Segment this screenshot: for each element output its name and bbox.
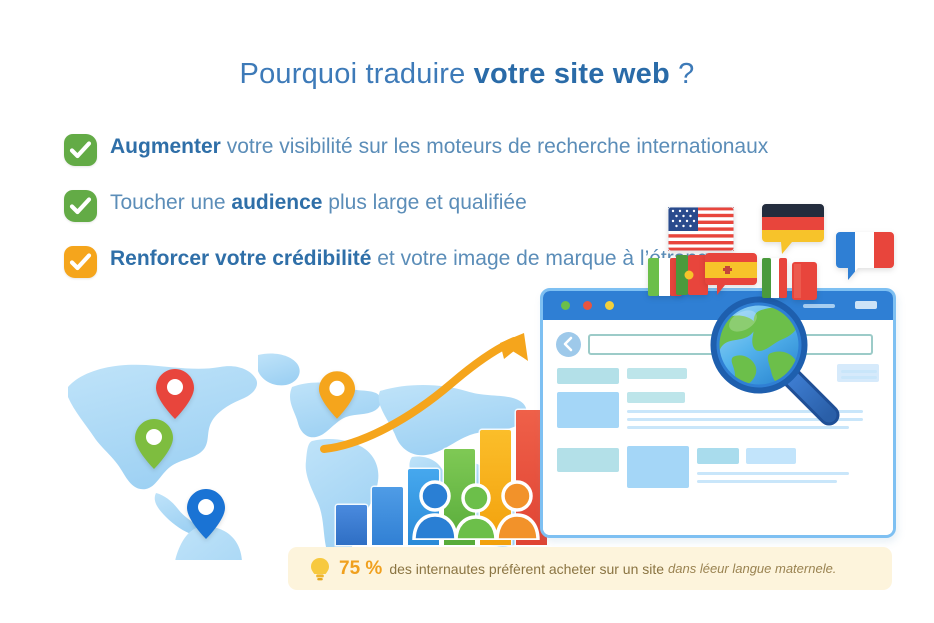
map-pin-blue	[186, 488, 226, 540]
content-block	[557, 368, 619, 384]
dot-yellow[interactable]	[605, 301, 614, 310]
bullet-2-pre: Toucher une	[110, 191, 232, 214]
content-line	[627, 410, 863, 413]
check-icon	[64, 190, 97, 222]
chevron-left-icon[interactable]	[556, 332, 581, 357]
flag-portugal	[676, 255, 708, 295]
bullet-1-bold: Augmenter	[110, 135, 221, 158]
map-pin-red	[155, 368, 195, 420]
content-line	[627, 418, 863, 421]
check-icon	[64, 246, 97, 278]
content-block	[697, 448, 739, 464]
list-item-label: Toucher une audience plus large et quali…	[110, 187, 527, 218]
stat-banner: 75 % des internautes préfèrent acheter s…	[288, 547, 892, 590]
bullet-1-rest: votre visibilité sur les moteurs de rech…	[220, 135, 769, 158]
title-part-3: ?	[669, 58, 695, 90]
list-item: Renforcer votre crédibilité et votre ima…	[64, 243, 784, 278]
list-item: Augmenter votre visibilité sur les moteu…	[64, 131, 784, 166]
people-group-icon	[412, 478, 542, 542]
flag-usa	[668, 207, 734, 251]
map-pin-green	[134, 418, 174, 470]
bullet-3-rest: et votre image de marque à l’étranger	[371, 247, 728, 270]
content-line	[697, 472, 849, 475]
content-line	[841, 376, 877, 379]
content-line	[697, 480, 837, 483]
stat-percentage: 75 %	[339, 557, 383, 579]
browser-content	[543, 320, 893, 535]
content-block	[627, 392, 685, 403]
content-block	[557, 392, 619, 428]
list-item-label: Renforcer votre crédibilité et votre ima…	[110, 243, 727, 274]
list-item: Toucher une audience plus large et quali…	[64, 187, 784, 222]
browser-window	[540, 288, 896, 538]
stat-text: des internautes préfèrent acheter sur un…	[389, 560, 665, 577]
page-title: Pourquoi traduire votre site web ?	[0, 58, 934, 91]
flag-red-plain	[792, 262, 817, 300]
lightbulb-icon	[310, 557, 330, 581]
titlebar-mark-block	[855, 301, 877, 309]
bullet-2-rest: plus large et qualifiée	[322, 191, 527, 214]
content-block	[837, 364, 879, 382]
content-block	[627, 446, 689, 488]
content-block	[746, 448, 796, 464]
titlebar-mark-line	[803, 304, 835, 308]
flag-italy-2	[762, 258, 787, 298]
bullet-3-bold: Renforcer votre crédibilité	[110, 247, 372, 270]
stat-text-italic: dans léeur langue maternele.	[668, 561, 837, 576]
content-block	[627, 368, 687, 379]
dot-green[interactable]	[561, 301, 570, 310]
dot-red[interactable]	[583, 301, 592, 310]
list-item-label: Augmenter votre visibilité sur les moteu…	[110, 131, 768, 162]
content-line	[627, 426, 849, 429]
flag-spain	[705, 253, 757, 301]
benefits-list: Augmenter votre visibilité sur les moteu…	[64, 131, 784, 299]
flag-germany	[762, 204, 824, 262]
bar-2	[372, 487, 403, 545]
check-icon	[64, 134, 97, 166]
title-part-2: votre site web	[473, 58, 670, 90]
content-block	[557, 448, 619, 472]
bar-1	[336, 505, 367, 545]
content-line	[841, 370, 877, 373]
bullet-2-bold: audience	[231, 191, 323, 214]
url-input[interactable]	[588, 334, 873, 355]
title-part-1: Pourquoi traduire	[239, 58, 474, 90]
flag-france	[836, 232, 894, 288]
